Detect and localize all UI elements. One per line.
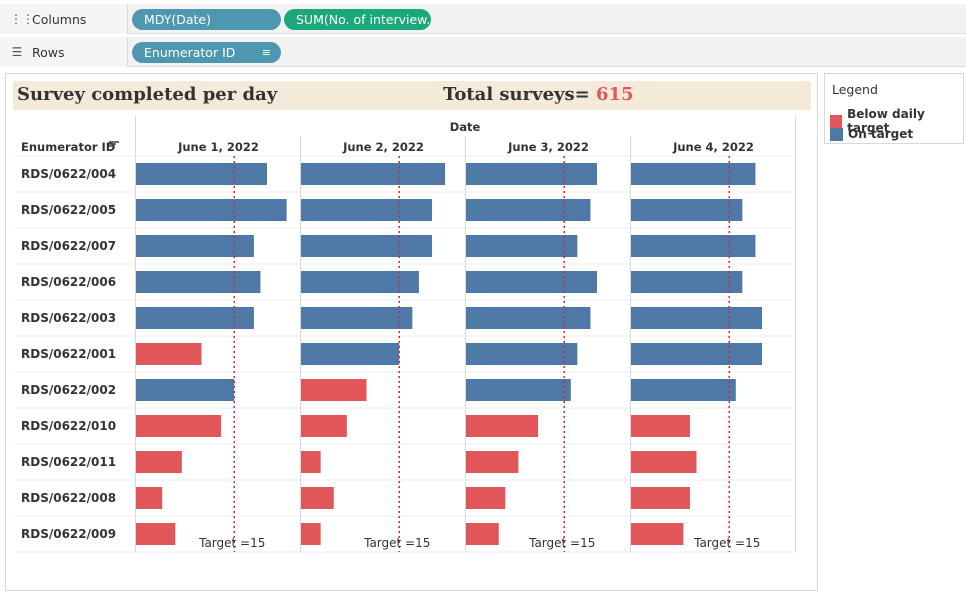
total-surveys-label: Total surveys= <box>443 84 590 105</box>
bar <box>631 487 690 509</box>
legend-item-below[interactable]: Below daily target <box>830 107 963 135</box>
legend-item-on-target[interactable]: On target <box>830 127 913 141</box>
rows-icon: ☰ <box>11 45 23 59</box>
bar <box>136 523 176 545</box>
bar <box>301 487 334 509</box>
bar <box>466 379 571 401</box>
enumerator-label: RDS/0622/002 <box>21 383 116 397</box>
total-surveys-value: 615 <box>596 84 634 105</box>
total-surveys: Total surveys= 615 <box>443 84 634 105</box>
bar <box>301 451 321 473</box>
enumerator-label: RDS/0622/011 <box>21 455 116 469</box>
bar <box>136 163 267 185</box>
target-label: Target =15 <box>528 536 595 550</box>
bar <box>301 415 347 437</box>
rows-shelf: ☰ Rows Enumerator ID ≡ <box>0 37 966 67</box>
bar <box>301 343 400 365</box>
bar <box>136 487 163 509</box>
bar <box>466 415 539 437</box>
enumerator-label: RDS/0622/001 <box>21 347 116 361</box>
bar <box>631 307 762 329</box>
pill-sum-interviews-label: SUM(No. of interview.. <box>296 12 431 27</box>
bar <box>631 235 756 257</box>
sort-icon[interactable]: ≡ <box>261 46 271 59</box>
title-band: Survey completed per day Total surveys= … <box>13 81 811 110</box>
bar <box>136 379 235 401</box>
columns-shelf-label: ⋮⋮ Columns <box>0 4 128 34</box>
columns-label: Columns <box>32 11 87 27</box>
enumerator-label: RDS/0622/004 <box>21 167 116 181</box>
pill-mdy-date-label: MDY(Date) <box>144 12 211 27</box>
date-column-label: June 3, 2022 <box>507 140 589 154</box>
bar <box>136 451 182 473</box>
legend-label-on-target: On target <box>848 127 914 141</box>
rows-shelf-label: ☰ Rows <box>0 37 128 67</box>
bar <box>466 343 578 365</box>
pill-enumerator-id-label: Enumerator ID <box>144 45 236 60</box>
bar <box>466 163 597 185</box>
bar <box>301 523 321 545</box>
bar <box>631 199 743 221</box>
bar <box>631 343 762 365</box>
date-axis-title: Date <box>450 120 481 134</box>
bar <box>301 271 419 293</box>
enumerator-label: RDS/0622/003 <box>21 311 116 325</box>
bar <box>631 415 690 437</box>
enumerator-label: RDS/0622/006 <box>21 275 116 289</box>
date-column-label: June 4, 2022 <box>672 140 754 154</box>
target-label: Target =15 <box>198 536 265 550</box>
legend-title: Legend <box>832 82 878 97</box>
bar <box>301 379 367 401</box>
columns-shelf: ⋮⋮ Columns MDY(Date) SUM(No. of intervie… <box>0 4 966 34</box>
bar <box>466 199 591 221</box>
pill-mdy-date[interactable]: MDY(Date) <box>132 9 281 30</box>
bar <box>136 235 254 257</box>
target-label: Target =15 <box>363 536 430 550</box>
bar <box>466 451 519 473</box>
bar <box>631 379 736 401</box>
legend-panel: Legend Below daily target On target <box>824 73 964 144</box>
enumerator-label: RDS/0622/009 <box>21 527 116 541</box>
bar <box>136 199 287 221</box>
bar <box>136 307 254 329</box>
legend-swatch-on-target <box>830 127 843 141</box>
enumerator-label: RDS/0622/008 <box>21 491 116 505</box>
bar <box>631 271 743 293</box>
bar <box>136 271 261 293</box>
bar <box>136 343 202 365</box>
legend-swatch-below <box>830 114 843 128</box>
pill-sum-interviews[interactable]: SUM(No. of interview.. <box>284 9 431 30</box>
enumerator-label: RDS/0622/005 <box>21 203 116 217</box>
bar <box>301 163 446 185</box>
legend-label-below: Below daily target <box>847 107 925 135</box>
bar <box>466 271 597 293</box>
bar <box>466 487 506 509</box>
enumerator-label: RDS/0622/007 <box>21 239 116 253</box>
bar <box>631 163 756 185</box>
target-label: Target =15 <box>693 536 760 550</box>
bar <box>631 523 684 545</box>
enumerator-label: RDS/0622/010 <box>21 419 116 433</box>
bar <box>301 307 413 329</box>
bar <box>631 451 697 473</box>
date-column-label: June 1, 2022 <box>177 140 259 154</box>
rows-label: Rows <box>32 44 65 60</box>
row-header-label: Enumerator ID <box>21 140 115 154</box>
bar <box>301 235 432 257</box>
chart-title: Survey completed per day <box>17 84 278 105</box>
bar <box>466 523 499 545</box>
pill-enumerator-id[interactable]: Enumerator ID ≡ <box>132 42 281 63</box>
bar <box>136 415 222 437</box>
bar <box>301 199 432 221</box>
bar <box>466 307 591 329</box>
bar <box>466 235 578 257</box>
date-column-label: June 2, 2022 <box>342 140 424 154</box>
